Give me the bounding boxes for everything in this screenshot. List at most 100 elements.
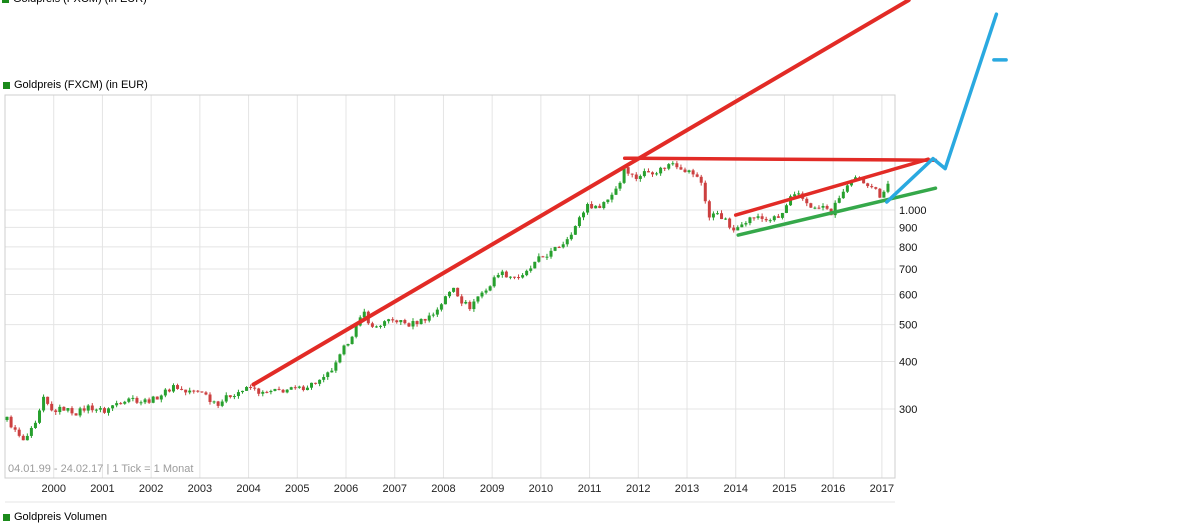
candle-body	[695, 174, 699, 177]
candle-body	[200, 391, 204, 393]
candle-body	[240, 390, 244, 393]
candle-body	[180, 388, 184, 390]
candle-body	[517, 277, 521, 279]
candle-body	[581, 212, 585, 218]
candle-body	[249, 386, 253, 388]
candle-body	[679, 167, 683, 170]
candle-body	[391, 319, 395, 321]
candle-body	[512, 276, 516, 278]
x-axis-tick-label: 2006	[334, 483, 358, 495]
candle-body	[155, 396, 159, 400]
candle-body	[334, 362, 338, 371]
candle-body	[651, 172, 655, 175]
x-axis-tick-label: 2004	[236, 483, 260, 495]
candle-body	[533, 261, 537, 269]
y-axis-tick-label: 900	[899, 222, 917, 234]
candle-body	[338, 354, 342, 363]
candle-body	[196, 390, 200, 392]
candle-body	[724, 218, 728, 220]
candle-body	[760, 216, 764, 219]
candle-body	[74, 413, 78, 416]
candle-body	[577, 217, 581, 227]
candle-body	[456, 287, 460, 297]
candle-body	[379, 325, 383, 327]
candle-body	[107, 408, 111, 413]
candle-body	[732, 227, 736, 231]
candle-body	[707, 201, 711, 218]
candle-body	[98, 408, 102, 410]
candle-body	[236, 392, 240, 397]
candle-body	[277, 388, 281, 390]
candle-body	[38, 410, 42, 423]
candle-body	[50, 403, 54, 411]
candle-body	[310, 382, 314, 388]
candle-body	[590, 203, 594, 209]
candle-body	[667, 164, 671, 169]
candle-body	[419, 318, 423, 325]
candle-body	[135, 397, 139, 403]
candle-body	[549, 250, 553, 257]
x-axis-tick-label: 2005	[285, 483, 309, 495]
candle-body	[415, 321, 419, 325]
volume-series-label: Goldpreis Volumen	[14, 511, 107, 523]
candle-body	[817, 207, 821, 209]
candle-body	[813, 207, 817, 209]
candle-body	[508, 276, 512, 278]
candle-body	[768, 220, 772, 222]
candle-body	[882, 191, 886, 198]
candle-body	[354, 325, 358, 337]
candle-body	[25, 435, 29, 441]
candle-body	[744, 223, 748, 225]
x-axis-tick-label: 2002	[139, 483, 163, 495]
candle-body	[784, 205, 788, 213]
candle-body	[322, 377, 326, 380]
candle-body	[228, 395, 232, 398]
candle-body	[529, 268, 533, 271]
candle-body	[756, 216, 760, 218]
candle-body	[703, 182, 707, 202]
candle-body	[720, 213, 724, 220]
candle-body	[776, 216, 780, 218]
candle-body	[525, 270, 529, 276]
candle-body	[17, 429, 21, 436]
x-axis-tick-label: 2008	[431, 483, 455, 495]
candle-body	[638, 176, 642, 179]
candle-body	[866, 183, 870, 187]
candle-body	[622, 167, 626, 183]
candle-body	[659, 167, 663, 174]
x-axis-tick-label: 2014	[723, 483, 747, 495]
candle-body	[13, 427, 17, 430]
candle-body	[245, 386, 249, 391]
candle-body	[870, 186, 874, 188]
candle-body	[561, 244, 565, 248]
candle-body	[94, 409, 98, 411]
candle-body	[318, 379, 322, 384]
candle-body	[111, 405, 115, 409]
candle-body	[845, 185, 849, 192]
candle-body	[484, 290, 488, 293]
resistance-line	[622, 156, 938, 162]
candle-body	[521, 275, 525, 278]
candle-body	[687, 170, 691, 173]
candle-body	[115, 403, 119, 406]
candle-body	[21, 435, 25, 441]
candle-body	[232, 396, 236, 398]
price-series-label: Goldpreis (FXCM) (in EUR)	[14, 79, 148, 91]
candle-body	[772, 216, 776, 221]
x-axis-tick-label: 2015	[772, 483, 796, 495]
candle-body	[431, 314, 435, 316]
candle-body	[683, 169, 687, 173]
candle-body	[598, 205, 602, 209]
y-axis-tick-label: 800	[899, 242, 917, 254]
series-marker-icon	[2, 0, 9, 3]
candle-body	[492, 277, 496, 287]
candle-body	[253, 387, 257, 389]
x-axis-tick-label: 2010	[529, 483, 553, 495]
candle-body	[362, 311, 366, 318]
candle-body	[407, 323, 411, 327]
y-axis-tick-label: 300	[899, 404, 917, 416]
candle-body	[102, 408, 106, 413]
candle-body	[374, 326, 378, 328]
